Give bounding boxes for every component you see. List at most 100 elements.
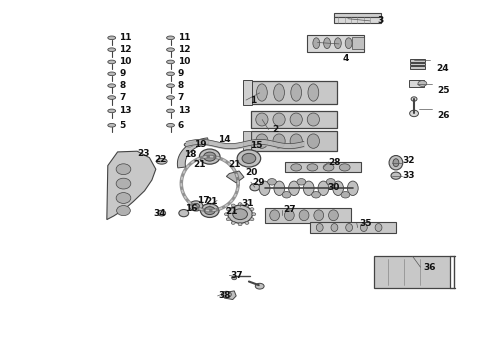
FancyBboxPatch shape: [310, 222, 395, 233]
Ellipse shape: [282, 192, 291, 198]
Polygon shape: [177, 138, 209, 168]
Ellipse shape: [317, 224, 323, 231]
Text: 31: 31: [242, 199, 254, 208]
Text: 12: 12: [119, 45, 132, 54]
Ellipse shape: [156, 158, 167, 164]
Polygon shape: [226, 171, 244, 183]
FancyBboxPatch shape: [308, 35, 364, 52]
Text: 15: 15: [250, 141, 263, 150]
Ellipse shape: [331, 224, 338, 231]
Text: 29: 29: [252, 178, 265, 187]
Ellipse shape: [307, 134, 319, 148]
Ellipse shape: [289, 181, 299, 195]
Ellipse shape: [108, 123, 116, 127]
FancyBboxPatch shape: [410, 59, 425, 62]
Text: 33: 33: [403, 171, 416, 180]
Ellipse shape: [290, 113, 302, 126]
Ellipse shape: [274, 181, 285, 195]
Ellipse shape: [224, 213, 228, 216]
Ellipse shape: [360, 224, 368, 231]
Ellipse shape: [167, 96, 174, 99]
FancyBboxPatch shape: [251, 81, 337, 104]
Text: 21: 21: [205, 197, 218, 206]
Ellipse shape: [245, 221, 249, 224]
Ellipse shape: [231, 221, 235, 224]
Ellipse shape: [323, 164, 334, 171]
Text: 11: 11: [119, 33, 132, 42]
Ellipse shape: [167, 72, 174, 76]
Ellipse shape: [179, 210, 189, 217]
Ellipse shape: [339, 164, 350, 171]
Ellipse shape: [329, 210, 338, 221]
Text: 25: 25: [438, 86, 450, 95]
Text: 21: 21: [228, 161, 241, 170]
Text: 9: 9: [178, 69, 184, 78]
Text: 10: 10: [178, 58, 190, 67]
Text: 20: 20: [245, 168, 257, 177]
Ellipse shape: [200, 204, 219, 217]
FancyBboxPatch shape: [410, 63, 425, 66]
Ellipse shape: [108, 36, 116, 40]
Ellipse shape: [410, 110, 418, 117]
Ellipse shape: [389, 156, 403, 170]
Ellipse shape: [256, 113, 268, 126]
Ellipse shape: [273, 113, 285, 126]
Ellipse shape: [233, 209, 247, 220]
Text: 19: 19: [195, 140, 207, 149]
Text: 34: 34: [153, 209, 166, 217]
Text: 8: 8: [119, 81, 125, 90]
Text: 21: 21: [225, 207, 238, 216]
Text: 24: 24: [436, 64, 449, 73]
Ellipse shape: [108, 84, 116, 87]
Ellipse shape: [284, 210, 294, 221]
Ellipse shape: [318, 181, 329, 195]
Ellipse shape: [291, 84, 301, 101]
Ellipse shape: [226, 208, 230, 211]
Ellipse shape: [238, 223, 242, 226]
Text: 2: 2: [272, 125, 278, 134]
Text: 14: 14: [218, 135, 231, 144]
Ellipse shape: [158, 210, 166, 216]
FancyBboxPatch shape: [251, 131, 337, 151]
FancyBboxPatch shape: [243, 80, 252, 105]
Ellipse shape: [257, 84, 268, 101]
FancyBboxPatch shape: [409, 80, 424, 87]
Text: 21: 21: [194, 161, 206, 170]
Text: 28: 28: [328, 158, 341, 166]
Ellipse shape: [411, 97, 417, 101]
Ellipse shape: [238, 203, 242, 206]
Ellipse shape: [259, 181, 270, 195]
Text: 7: 7: [178, 93, 184, 102]
Ellipse shape: [245, 204, 249, 207]
Text: 27: 27: [283, 205, 296, 214]
Text: 13: 13: [178, 107, 191, 116]
Text: 23: 23: [137, 149, 150, 158]
Ellipse shape: [117, 206, 130, 216]
Text: 8: 8: [178, 81, 184, 90]
Ellipse shape: [167, 36, 174, 40]
Text: 38: 38: [218, 292, 231, 300]
Ellipse shape: [291, 164, 301, 171]
Ellipse shape: [167, 84, 174, 87]
Ellipse shape: [167, 60, 174, 64]
Ellipse shape: [232, 276, 237, 280]
Ellipse shape: [252, 213, 256, 216]
FancyBboxPatch shape: [334, 17, 381, 23]
Ellipse shape: [326, 179, 335, 185]
Ellipse shape: [199, 149, 220, 164]
Ellipse shape: [108, 60, 116, 64]
Ellipse shape: [184, 143, 193, 147]
Ellipse shape: [116, 164, 131, 175]
FancyBboxPatch shape: [251, 111, 337, 128]
Ellipse shape: [270, 210, 280, 221]
Ellipse shape: [299, 210, 309, 221]
Ellipse shape: [237, 150, 261, 167]
Text: 36: 36: [424, 263, 437, 272]
Ellipse shape: [167, 123, 174, 127]
Text: 18: 18: [184, 150, 196, 159]
Ellipse shape: [250, 218, 254, 221]
Text: 26: 26: [438, 111, 450, 120]
Ellipse shape: [290, 134, 302, 148]
Ellipse shape: [256, 134, 268, 148]
Text: 11: 11: [178, 33, 191, 42]
